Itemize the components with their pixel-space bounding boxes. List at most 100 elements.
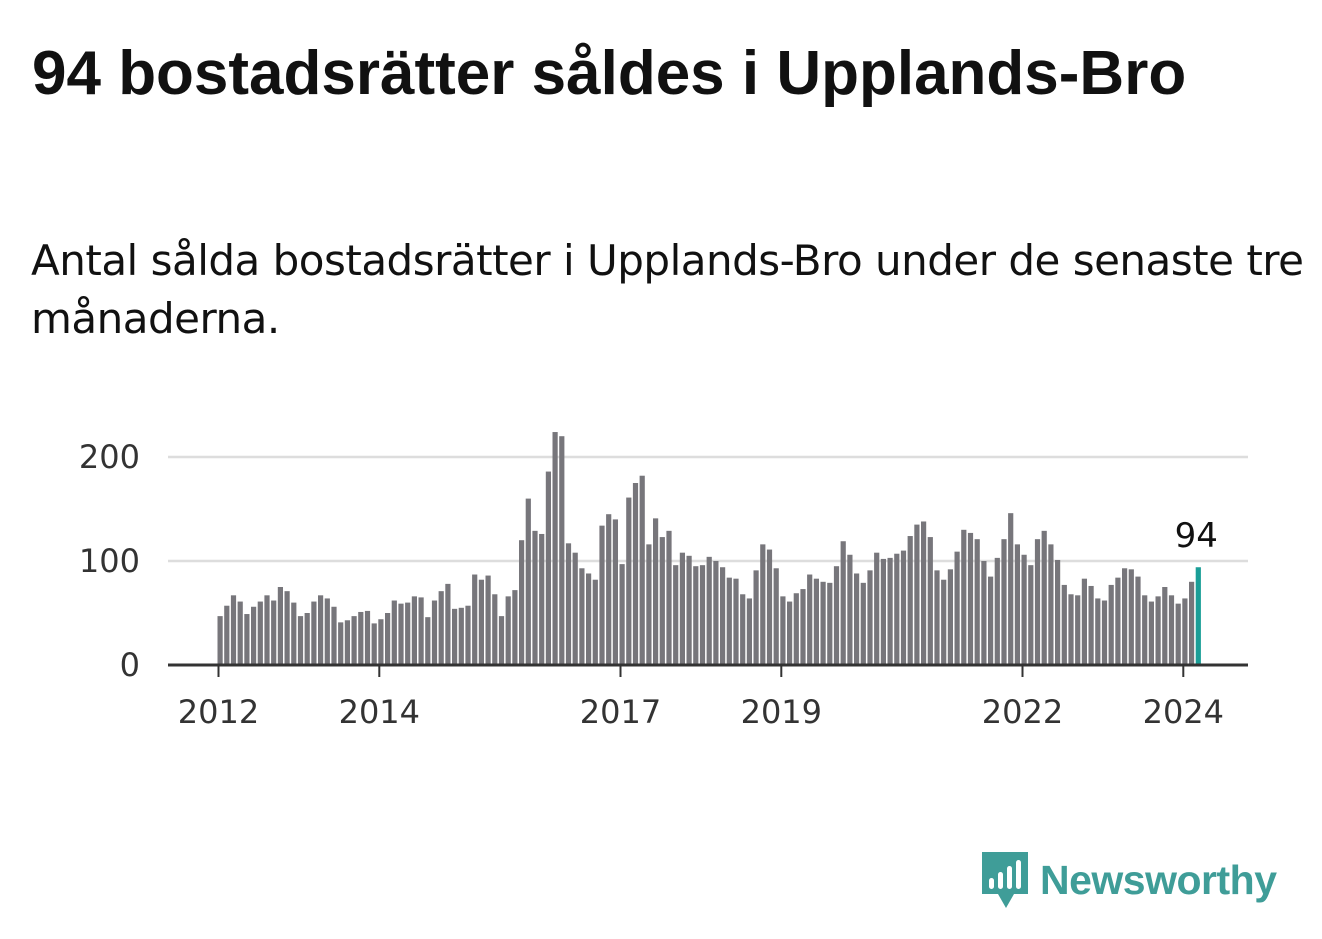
- bars: [217, 432, 1201, 665]
- bar: [438, 591, 444, 665]
- bar: [840, 541, 846, 665]
- bar-highlight: [1195, 567, 1201, 665]
- bar: [706, 556, 712, 665]
- bar: [974, 539, 980, 665]
- x-tick-label: 2022: [982, 693, 1063, 731]
- bar: [284, 591, 290, 665]
- bar: [867, 570, 873, 665]
- bar: [1041, 530, 1047, 665]
- brand-name: Newsworthy: [1040, 856, 1277, 903]
- bar: [230, 595, 237, 665]
- bar: [847, 554, 853, 665]
- bar: [860, 582, 866, 665]
- bar: [921, 521, 927, 665]
- bar: [954, 551, 960, 665]
- bar: [1068, 594, 1074, 665]
- chart-title: 94 bostadsrätter såldes i Upplands-Bro: [32, 39, 1187, 108]
- bar: [224, 605, 230, 665]
- bar: [565, 543, 572, 665]
- brand-logo: Newsworthy: [980, 850, 1277, 910]
- bar: [659, 537, 665, 665]
- y-tick-label: 200: [79, 438, 140, 476]
- bar: [1175, 603, 1181, 665]
- bar: [900, 550, 907, 665]
- bar: [793, 593, 799, 665]
- bar: [599, 525, 605, 665]
- bar: [552, 432, 558, 665]
- bar: [941, 579, 947, 665]
- bar: [1128, 569, 1134, 665]
- bar: [244, 614, 250, 665]
- bar: [874, 552, 880, 665]
- bar: [1101, 600, 1108, 665]
- bar: [1142, 595, 1148, 665]
- x-axis: [168, 663, 1248, 677]
- bar: [800, 589, 806, 665]
- bar: [472, 574, 478, 665]
- bar: [257, 601, 263, 665]
- bar: [425, 617, 431, 665]
- bar: [532, 530, 538, 665]
- bar: [251, 606, 257, 665]
- bar: [787, 601, 793, 665]
- bar: [1168, 595, 1175, 665]
- bar: [371, 623, 377, 665]
- bar: [485, 575, 491, 665]
- bar: [807, 574, 813, 665]
- x-tick-label: 2017: [580, 693, 661, 731]
- bar: [713, 561, 719, 665]
- bar: [981, 561, 987, 665]
- bar: [760, 544, 766, 665]
- bar: [478, 579, 484, 665]
- bar: [324, 598, 330, 665]
- bar: [927, 537, 933, 665]
- x-tick-label: 2019: [741, 693, 822, 731]
- bar: [699, 565, 706, 665]
- bar: [961, 529, 967, 665]
- bar: [492, 594, 498, 665]
- bar: [632, 483, 639, 665]
- bar: [458, 607, 464, 665]
- bar: [572, 552, 578, 665]
- bar: [351, 616, 357, 665]
- bar: [1182, 598, 1188, 665]
- x-tick-label: 2012: [178, 693, 259, 731]
- bar: [418, 597, 424, 665]
- bar: [431, 600, 438, 665]
- y-tick-label: 0: [120, 646, 140, 684]
- bar: [539, 533, 545, 665]
- bar: [914, 524, 920, 665]
- bar: [679, 552, 685, 665]
- bar: [385, 613, 391, 665]
- bar: [894, 553, 900, 665]
- bar: [1008, 513, 1014, 665]
- grid-lines: [168, 455, 1248, 563]
- bar: [720, 567, 726, 665]
- bar: [331, 606, 337, 665]
- bar: [780, 596, 786, 665]
- bar: [827, 582, 833, 665]
- bar: [264, 595, 270, 665]
- bar: [217, 616, 223, 665]
- bar: [519, 540, 525, 665]
- bar: [364, 610, 371, 665]
- bar: [947, 569, 953, 665]
- bar: [1075, 595, 1081, 665]
- bar: [311, 601, 317, 665]
- bar: [1148, 601, 1154, 665]
- bar: [1055, 559, 1061, 665]
- bar: [1108, 584, 1114, 665]
- bar-chart: 0 100 200 2012 2014 2017 2019 2022 2024 94: [79, 432, 1248, 731]
- bar: [666, 530, 672, 665]
- bar: [586, 573, 592, 665]
- bar: [934, 570, 940, 665]
- bar: [1081, 578, 1087, 665]
- bar: [673, 565, 679, 665]
- bar: [465, 605, 471, 665]
- bar: [740, 594, 746, 665]
- newsworthy-logo-icon: [982, 852, 1028, 908]
- bar: [753, 570, 759, 665]
- bar: [1189, 581, 1195, 665]
- bar: [726, 577, 732, 665]
- tick-labels: 0 100 200 2012 2014 2017 2019 2022 2024 94: [79, 438, 1224, 731]
